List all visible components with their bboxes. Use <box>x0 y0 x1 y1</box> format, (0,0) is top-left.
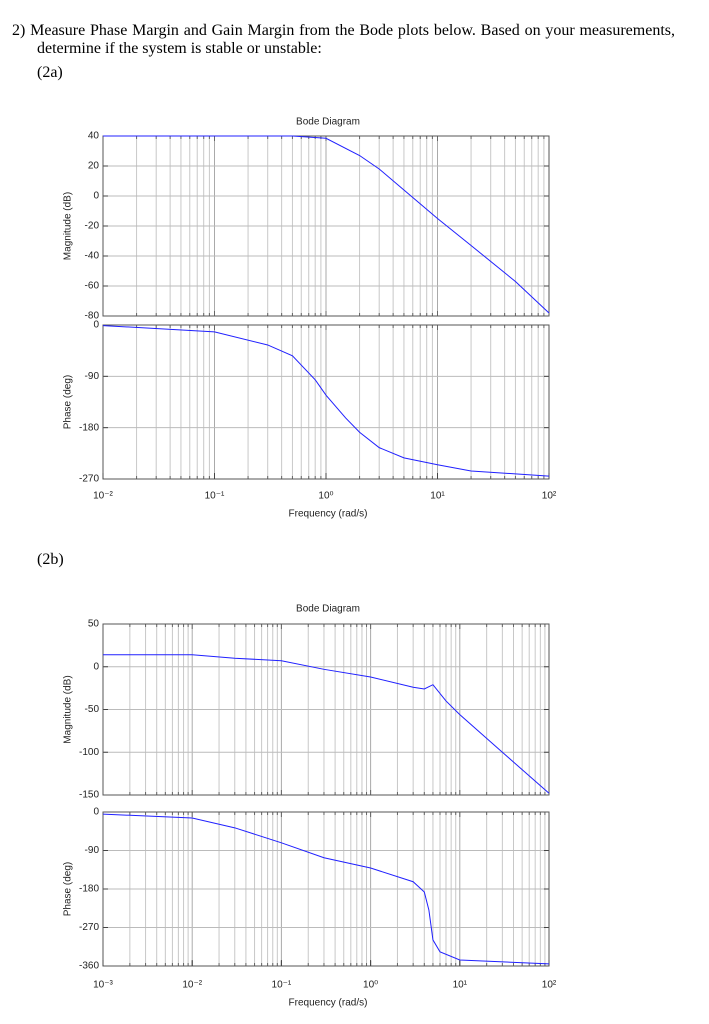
x-tick-label: 10² <box>542 491 557 502</box>
x-tick-label: 10⁰ <box>318 491 333 502</box>
y-tick-label: -150 <box>79 790 99 801</box>
y-axis-label: Phase (deg) <box>63 862 74 916</box>
chart-title: Bode Diagram <box>296 604 360 615</box>
y-axis-label: Phase (deg) <box>63 375 74 429</box>
part-label: (2a) <box>37 64 63 81</box>
data-line <box>103 654 550 794</box>
y-tick-label: -20 <box>85 221 100 232</box>
x-tick-label: 10⁻² <box>182 980 202 991</box>
data-line <box>102 325 550 477</box>
y-tick-label: -180 <box>79 422 99 433</box>
y-tick-label: -80 <box>85 311 100 322</box>
y-tick-label: 0 <box>93 807 99 818</box>
chart-title: Bode Diagram <box>296 117 360 128</box>
y-tick-label: -60 <box>85 281 100 292</box>
y-axis-label: Magnitude (dB) <box>63 192 74 260</box>
x-tick-label: 10¹ <box>430 491 445 502</box>
x-axis-label: Frequency (rad/s) <box>289 509 368 520</box>
y-tick-label: -100 <box>79 747 99 758</box>
x-tick-label: 10⁻¹ <box>272 980 292 991</box>
plot-frame <box>102 623 550 796</box>
x-tick-label: 10⁻¹ <box>205 491 225 502</box>
y-tick-label: 0 <box>93 320 99 331</box>
x-tick-label: 10⁻³ <box>93 980 113 991</box>
x-tick-label: 10² <box>542 980 557 991</box>
x-tick-label: 10⁰ <box>363 980 378 991</box>
plot-frame <box>102 811 550 967</box>
y-tick-label: -90 <box>85 371 100 382</box>
y-tick-label: -270 <box>79 474 99 485</box>
y-tick-label: -40 <box>85 251 100 262</box>
y-tick-label: -360 <box>79 961 99 972</box>
y-tick-label: 20 <box>88 161 100 172</box>
y-tick-label: -270 <box>79 922 99 933</box>
y-tick-label: -50 <box>85 704 100 715</box>
y-axis-label: Magnitude (dB) <box>63 675 74 743</box>
y-tick-label: 0 <box>93 191 99 202</box>
y-tick-label: 0 <box>93 661 99 672</box>
y-tick-label: 40 <box>88 131 100 142</box>
x-axis-label: Frequency (rad/s) <box>289 998 368 1009</box>
plot-frame <box>102 135 550 317</box>
data-line <box>102 813 550 965</box>
part-label: (2b) <box>37 551 64 568</box>
question: 2) Measure Phase Margin and Gain Margin … <box>12 22 675 57</box>
x-tick-label: 10⁻² <box>93 491 113 502</box>
y-tick-label: -180 <box>79 884 99 895</box>
y-tick-label: 50 <box>88 619 100 630</box>
x-tick-label: 10¹ <box>453 980 468 991</box>
y-tick-label: -90 <box>85 845 100 856</box>
data-line <box>103 135 550 314</box>
